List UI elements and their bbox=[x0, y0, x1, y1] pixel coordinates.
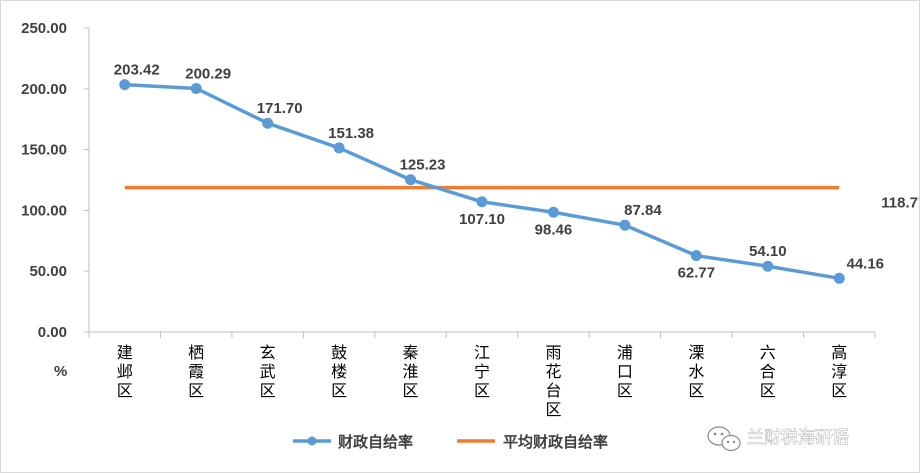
legend-label-average: 平均财政自给率 bbox=[503, 433, 608, 451]
x-category-label: 高淳区 bbox=[831, 343, 847, 400]
y-unit-label: % bbox=[54, 363, 67, 380]
x-category-label: 江宁区 bbox=[474, 343, 490, 400]
main-series bbox=[119, 79, 845, 284]
data-label: 151.38 bbox=[328, 125, 374, 142]
data-labels: 203.42 200.29 171.70 151.38 125.23 107.10 98.4… bbox=[114, 62, 884, 282]
watermark-text: 兰财税海研语 bbox=[747, 428, 849, 448]
data-label: 62.77 bbox=[678, 265, 716, 282]
legend-item-main: 财政自给率 bbox=[293, 433, 413, 451]
y-tick-label: 200.00 bbox=[21, 81, 67, 98]
data-point bbox=[476, 196, 488, 208]
data-label: 107.10 bbox=[459, 211, 505, 228]
y-tick-label: 0.00 bbox=[38, 324, 67, 341]
data-point bbox=[119, 79, 131, 91]
data-point bbox=[619, 219, 631, 231]
average-value-label: 118.77 bbox=[881, 195, 919, 212]
x-category-label: 六合区 bbox=[760, 343, 776, 400]
average-series: 118.77 bbox=[124, 185, 919, 212]
data-point bbox=[405, 174, 417, 186]
x-category-label: 秦淮区 bbox=[403, 343, 419, 400]
data-point bbox=[833, 272, 845, 284]
legend-label-main: 财政自给率 bbox=[338, 433, 413, 451]
data-label: 200.29 bbox=[185, 65, 231, 82]
data-label: 171.70 bbox=[257, 100, 303, 117]
watermark: 兰财税海研语 bbox=[707, 426, 849, 452]
data-point bbox=[262, 117, 274, 129]
y-tick-label: 100.00 bbox=[21, 202, 67, 219]
legend-item-average: 平均财政自给率 bbox=[457, 433, 608, 451]
data-point bbox=[762, 260, 774, 272]
data-point bbox=[547, 206, 559, 218]
y-tick-label: 150.00 bbox=[21, 142, 67, 159]
y-tick-label: 50.00 bbox=[29, 263, 67, 280]
x-category-label: 浦口区 bbox=[617, 343, 633, 400]
x-category-label: 栖霞区 bbox=[188, 343, 204, 400]
y-tick-label: 250.00 bbox=[21, 20, 67, 37]
data-label: 125.23 bbox=[400, 157, 446, 174]
x-category-label: 玄武区 bbox=[260, 343, 276, 400]
x-category-label: 鼓楼区 bbox=[331, 343, 347, 400]
x-category-labels: 建邺区 栖霞区 玄武区 鼓楼区 秦淮区 江宁区 雨花台区 浦口区 溧水区 六合区 高淳区 bbox=[117, 343, 848, 419]
legend: 财政自给率 平均财政自给率 bbox=[293, 433, 608, 451]
y-tick-labels: 0.00 50.00 100.00 150.00 200.00 250.00 bbox=[21, 20, 67, 341]
data-point bbox=[690, 250, 702, 262]
wechat-icon bbox=[707, 426, 741, 452]
axes bbox=[84, 27, 876, 338]
x-category-label: 溧水区 bbox=[688, 343, 704, 400]
series-line-main bbox=[124, 82, 840, 281]
legend-marker-main bbox=[307, 436, 317, 446]
data-label: 203.42 bbox=[114, 62, 160, 79]
data-label: 54.10 bbox=[749, 243, 787, 260]
data-label: 44.16 bbox=[846, 255, 884, 272]
data-label: 87.84 bbox=[624, 202, 662, 219]
data-point bbox=[190, 82, 202, 94]
x-category-label: 雨花台区 bbox=[545, 343, 561, 419]
x-category-label: 建邺区 bbox=[117, 343, 133, 400]
data-label: 98.46 bbox=[535, 221, 573, 238]
data-point bbox=[333, 142, 345, 154]
